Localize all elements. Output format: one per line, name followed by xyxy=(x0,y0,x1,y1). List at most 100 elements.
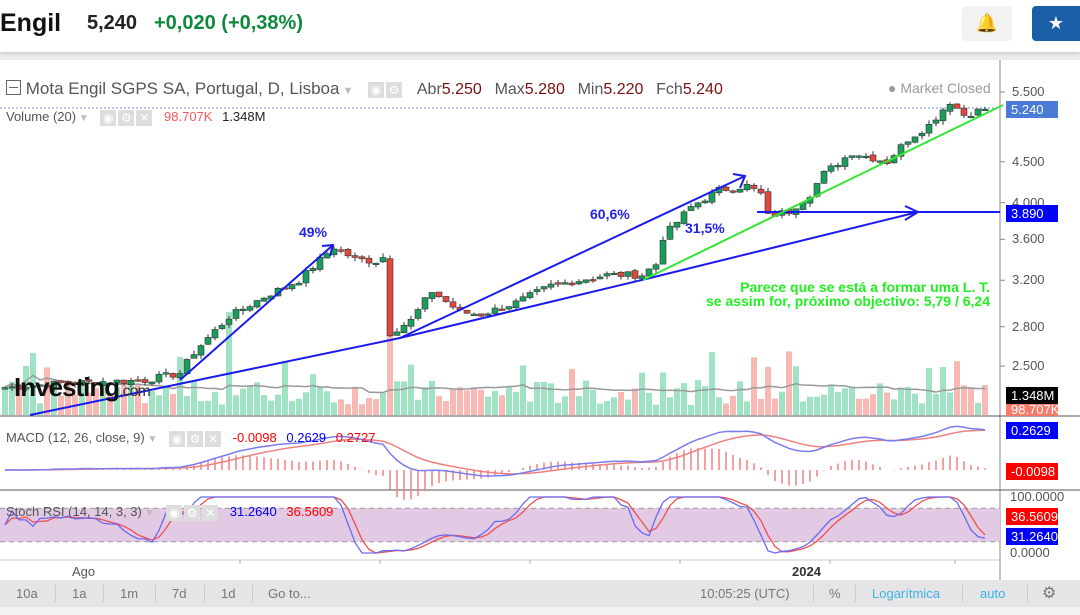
gear-icon[interactable]: ⚙ xyxy=(184,504,201,521)
volume-bar xyxy=(541,381,547,415)
range-1a[interactable]: 1a xyxy=(72,586,87,601)
collapse-icon[interactable] xyxy=(6,80,21,96)
eye-icon[interactable]: ◉ xyxy=(100,109,117,126)
close-icon[interactable]: ✕ xyxy=(202,504,219,521)
gear-icon[interactable]: ⚙ xyxy=(118,109,135,126)
candle-up xyxy=(841,157,849,167)
gear-icon[interactable]: ⚙ xyxy=(187,430,204,447)
volume-bar xyxy=(436,396,442,415)
candle-down xyxy=(344,249,352,257)
candle-down xyxy=(64,380,72,384)
investing-watermark: Investing.com xyxy=(14,372,151,402)
candle-down xyxy=(435,291,443,298)
close-icon[interactable]: ✕ xyxy=(205,430,222,447)
chart-title: Mota Engil SGPS SA, Portugal, D, Lisboa xyxy=(25,79,340,98)
percent-toggle[interactable]: % xyxy=(829,586,841,601)
candle-up xyxy=(239,308,247,312)
eye-icon[interactable]: ◉ xyxy=(166,504,183,521)
open-label: Abr xyxy=(416,81,442,98)
volume-label: Volume (20) xyxy=(6,109,77,124)
range-10a[interactable]: 10a xyxy=(16,586,38,601)
candle-up xyxy=(694,202,702,208)
candle-up xyxy=(603,273,611,277)
add-alert-button[interactable]: 🔔 xyxy=(962,6,1012,41)
volume-bar xyxy=(604,401,610,415)
range-1m[interactable]: 1m xyxy=(120,586,139,601)
candle-up xyxy=(260,297,268,302)
volume-bar xyxy=(191,380,197,415)
candle-down xyxy=(617,271,625,277)
volume-bar xyxy=(555,402,561,415)
chart-area[interactable]: Mota Engil SGPS SA, Portugal, D, Lisboa … xyxy=(0,60,1080,580)
candle-up xyxy=(533,289,541,293)
annotation-note-line1: Parece que se está a formar uma L. T. xyxy=(740,279,990,295)
volume-bar xyxy=(737,381,743,415)
candle-down xyxy=(141,379,149,383)
macd-tag: 0.2629 xyxy=(1006,422,1058,439)
chart-canvas[interactable] xyxy=(0,60,1080,580)
volume-bar xyxy=(947,392,953,415)
eye-icon[interactable]: ◉ xyxy=(169,430,186,447)
gear-icon[interactable]: ⚙ xyxy=(1042,585,1057,602)
stoch-d-tag: 36.5609 xyxy=(1006,508,1058,525)
volume-bar xyxy=(296,398,302,415)
candle-up xyxy=(932,119,940,124)
candle-up xyxy=(680,211,688,224)
auto-toggle[interactable]: auto xyxy=(980,586,1006,601)
volume-bar xyxy=(961,385,967,415)
trend-line-support xyxy=(29,211,919,416)
volume-bar xyxy=(422,386,428,415)
volume-ma-line xyxy=(4,374,986,394)
volume-bar xyxy=(905,386,911,415)
volume-bar xyxy=(184,395,190,415)
candle-up xyxy=(428,292,436,299)
candle-up xyxy=(519,296,527,302)
volume-bar xyxy=(163,385,169,415)
trend-line-green xyxy=(642,104,1004,281)
candle-down xyxy=(365,257,373,264)
volume-tag: 98.707K xyxy=(1006,404,1058,416)
volume-bar xyxy=(562,396,568,415)
range-7d[interactable]: 7d xyxy=(172,586,187,601)
macd-hist-value: -0.0098 xyxy=(232,430,277,445)
candle-up xyxy=(939,109,947,122)
candle-up xyxy=(253,300,261,308)
volume-bar xyxy=(44,367,50,415)
gear-icon[interactable]: ⚙ xyxy=(386,81,403,98)
candle-up xyxy=(295,282,303,286)
log-toggle[interactable]: Logarítmica xyxy=(872,586,940,601)
volume-bar xyxy=(611,397,617,415)
volume-bar xyxy=(793,366,799,415)
candle-down xyxy=(750,184,758,189)
candle-up xyxy=(827,165,835,172)
eye-icon[interactable]: ◉ xyxy=(368,81,385,98)
volume-bar xyxy=(51,389,57,415)
range-1d[interactable]: 1d xyxy=(221,586,236,601)
volume-bar xyxy=(352,386,358,415)
candle-up xyxy=(162,372,170,375)
volume-bar xyxy=(520,365,526,415)
annotation-49: 49% xyxy=(299,224,328,240)
volume-bar xyxy=(457,387,463,415)
high-value: 5.280 xyxy=(524,81,565,98)
candle-up xyxy=(176,373,184,379)
price-axis-label: 2.800 xyxy=(1012,318,1045,334)
volume-bar xyxy=(345,404,351,415)
stoch-d-value: 36.5609 xyxy=(286,504,334,519)
candle-up xyxy=(946,104,954,112)
candle-up xyxy=(673,221,681,228)
watchlist-button[interactable]: ★ xyxy=(1032,6,1080,41)
go-to-button[interactable]: Go to... xyxy=(268,586,311,601)
volume-bar xyxy=(849,386,855,415)
volume-bar xyxy=(814,396,820,415)
candle-up xyxy=(484,313,492,316)
close-value: 5.240 xyxy=(682,81,723,98)
instrument-name: Engil xyxy=(0,9,62,37)
volume-bar xyxy=(807,396,813,415)
close-icon[interactable]: ✕ xyxy=(136,109,153,126)
candle-up xyxy=(834,165,842,168)
candle-up xyxy=(659,239,667,265)
volume-bar xyxy=(751,357,757,415)
stoch-legend: Stoch RSI (14, 14, 3, 3) ▼ ◉ ⚙ ✕ 31.2640 3… xyxy=(6,504,334,521)
volume-bar xyxy=(674,388,680,415)
